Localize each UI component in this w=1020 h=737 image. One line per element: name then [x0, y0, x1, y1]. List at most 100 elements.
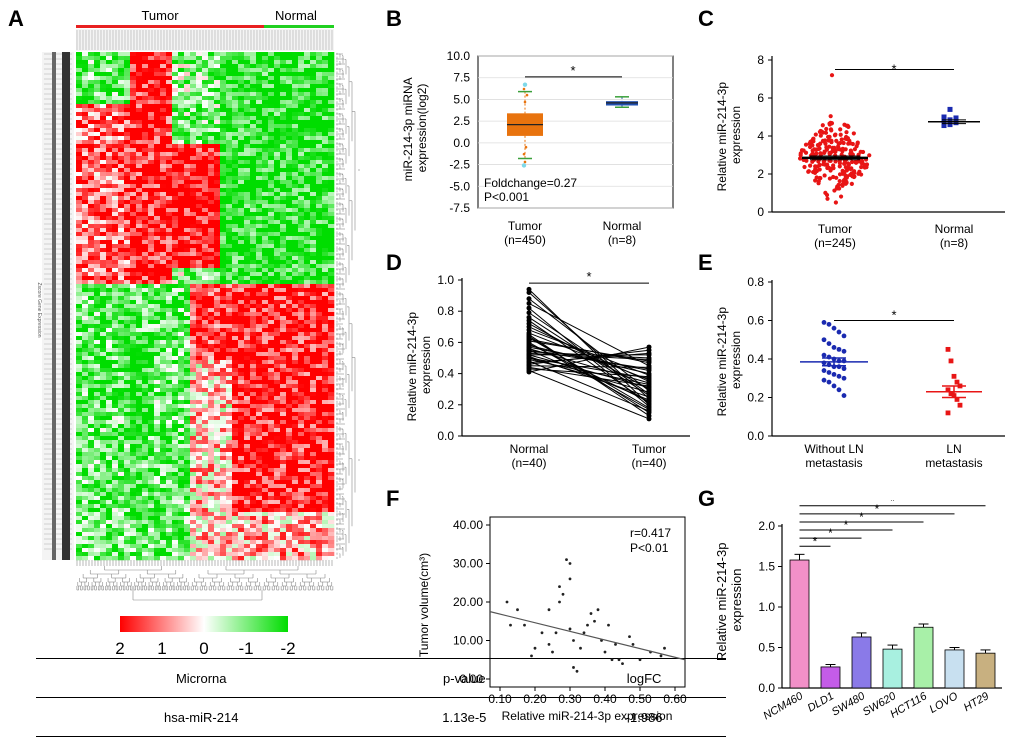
g-significance-star: * — [813, 534, 818, 548]
f-point — [659, 654, 663, 658]
b-foldchange: Foldchange=0.27 — [484, 176, 577, 190]
g-xtick-label: LOVO — [928, 690, 961, 716]
c-tumor-point — [848, 148, 853, 153]
b-outlier — [522, 87, 526, 91]
d-ytick-label: 1.0 — [437, 273, 454, 287]
c-tumor-point — [844, 180, 849, 185]
e-point — [948, 391, 954, 397]
d-ylabel-line2: expression — [419, 336, 433, 394]
e-point — [841, 393, 847, 398]
d-pair-line — [528, 354, 650, 389]
d-normal-point — [526, 369, 532, 375]
c-tumor-point — [813, 165, 818, 170]
c-tumor-point — [818, 128, 823, 134]
f-point — [575, 669, 579, 673]
e-ytick-label: 0.6 — [747, 314, 764, 328]
f-point — [523, 623, 526, 627]
g-ytick-label: 0.5 — [758, 641, 775, 655]
sample-label-strip — [76, 29, 334, 51]
c-tumor-point — [829, 121, 834, 126]
c-significance-star: * — [891, 62, 896, 77]
c-tumor-point — [818, 133, 823, 138]
g-xtick-label: HCT116 — [888, 690, 930, 721]
chart-d: Relative miR-214-3p expression 1.0 0.8 0.6… — [405, 270, 690, 470]
b-ytick-label: -5.0 — [449, 179, 470, 193]
c-tumor-point — [833, 149, 838, 154]
f-point — [621, 662, 624, 665]
d-tumor-point — [646, 416, 652, 422]
f-point — [505, 600, 509, 604]
e-xtick-label: metastasis — [925, 456, 982, 470]
b-ylabel-line1: miR-214-3p miRNA — [401, 77, 415, 181]
c-tumor-point — [846, 124, 851, 129]
e-xtick-label: metastasis — [805, 456, 862, 470]
c-tumor-point — [824, 126, 829, 132]
f-xtick-label: 0.50 — [628, 692, 652, 706]
d-significance-star: * — [586, 270, 591, 284]
f-r-value: r=0.417 — [630, 526, 671, 540]
f-point — [628, 635, 631, 639]
c-tumor-point — [811, 169, 816, 175]
c-tumor-point — [817, 167, 822, 172]
g-significance-star: * — [875, 502, 880, 516]
e-point — [831, 383, 837, 389]
panel-label-e: E — [698, 250, 713, 275]
f-p-value: P<0.01 — [630, 541, 669, 555]
f-ytick-label: 0.00 — [460, 672, 484, 686]
d-xtick-label: Normal — [510, 442, 549, 456]
c-ytick-label: 8 — [757, 53, 764, 67]
c-tumor-point — [838, 194, 844, 199]
b-ytick-label: 5.0 — [453, 92, 470, 106]
f-point — [593, 619, 596, 623]
b-outlier — [523, 160, 527, 164]
d-ytick-label: 0.0 — [437, 429, 454, 443]
c-tumor-point — [823, 190, 828, 195]
c-tumor-point — [862, 162, 867, 167]
d-pair-line — [528, 352, 650, 364]
f-point — [579, 646, 582, 650]
d-tumor-point — [646, 394, 652, 400]
d-pair-line — [528, 329, 650, 376]
c-tumor-point — [804, 158, 809, 163]
f-point — [603, 650, 607, 654]
f-point — [568, 577, 572, 581]
c-tumor-point — [818, 141, 823, 146]
f-point — [589, 612, 593, 615]
e-point — [945, 346, 951, 352]
e-point — [836, 329, 842, 335]
e-point — [821, 320, 827, 325]
chart-e: Relative miR-214-3p expression 0.8 0.6 0.4… — [715, 275, 1005, 470]
d-pair-line — [528, 346, 650, 373]
d-normal-point — [526, 310, 532, 316]
e-point — [841, 366, 847, 372]
e-point — [954, 379, 960, 385]
c-tumor-point — [832, 133, 838, 138]
c-normal-point — [947, 122, 953, 128]
d-tumor-point — [646, 374, 652, 380]
c-tumor-point — [837, 172, 843, 177]
e-point — [841, 333, 847, 339]
c-tumor-point — [811, 137, 816, 142]
c-tumor-point — [842, 169, 847, 174]
table-header-cell: logFC — [562, 658, 726, 698]
e-point — [831, 345, 837, 350]
c-tumor-point — [797, 156, 803, 161]
e-ytick-label: 0.8 — [747, 275, 764, 289]
mirna-table: Microrna p-value logFC hsa-miR-214 1.13e… — [36, 658, 726, 737]
f-point — [565, 558, 568, 562]
d-pair-line — [528, 349, 650, 365]
chart-g: Relative miR-214-3p expression 2.0 1.5 1.0… — [714, 500, 1002, 722]
c-tumor-point — [860, 149, 866, 155]
chart-c: Relative miR-214-3p expression 8 6 4 2 0 Tum… — [715, 53, 1005, 250]
colorbar-tick: -1 — [238, 639, 253, 658]
c-tumor-point — [803, 142, 809, 147]
c-tumor-point — [813, 178, 818, 183]
c-tumor-point — [817, 162, 822, 168]
c-tumor-point — [833, 159, 838, 164]
d-pair-line — [528, 368, 650, 378]
c-tumor-point — [828, 114, 833, 119]
e-point — [951, 373, 957, 379]
c-tumor-point — [841, 140, 846, 146]
c-tumor-point — [838, 127, 843, 132]
c-tumor-point — [856, 171, 861, 176]
